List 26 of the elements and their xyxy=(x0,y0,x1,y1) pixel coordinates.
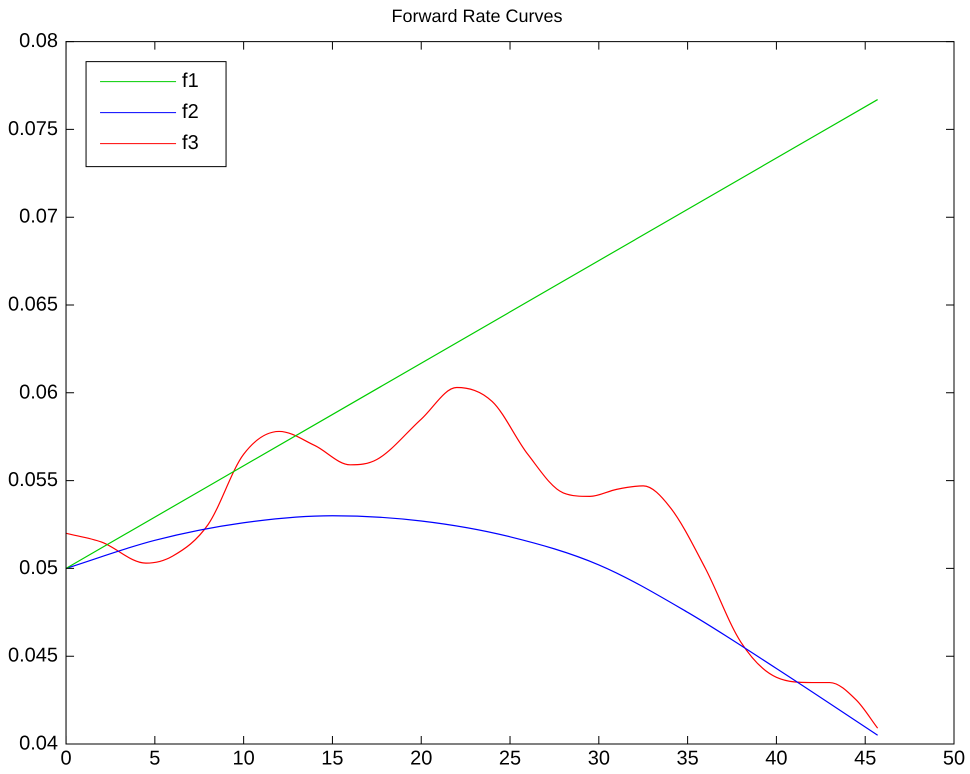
y-tick-label: 0.04 xyxy=(19,732,58,755)
x-tick-label: 0 xyxy=(60,748,72,770)
y-tick-label: 0.08 xyxy=(19,30,58,52)
x-tick-label: 20 xyxy=(410,748,432,770)
y-tick-label: 0.055 xyxy=(8,469,58,492)
x-tick-label: 10 xyxy=(232,748,255,770)
x-tick-label: 30 xyxy=(588,748,610,770)
line-series xyxy=(66,515,878,736)
x-tick-label: 35 xyxy=(676,748,699,770)
x-tick-label: 5 xyxy=(149,748,160,770)
x-tick-label: 40 xyxy=(765,748,788,770)
y-tick-label: 0.06 xyxy=(19,381,58,404)
y-tick-label: 0.07 xyxy=(19,206,58,228)
legend-label: f2 xyxy=(182,101,199,124)
legend-label: f1 xyxy=(182,70,199,92)
y-tick-label: 0.045 xyxy=(8,644,58,667)
y-tick-label: 0.075 xyxy=(8,118,58,140)
x-tick-label: 25 xyxy=(498,748,522,770)
y-tick-label: 0.065 xyxy=(8,294,58,316)
x-tick-label: 50 xyxy=(942,748,966,770)
x-tick-label: 15 xyxy=(321,748,344,770)
x-tick-label: 45 xyxy=(854,748,876,770)
legend-label: f3 xyxy=(182,132,199,154)
y-tick-label: 0.05 xyxy=(19,556,58,579)
chart-title: Forward Rate Curves xyxy=(391,6,563,26)
line-series xyxy=(66,386,878,729)
